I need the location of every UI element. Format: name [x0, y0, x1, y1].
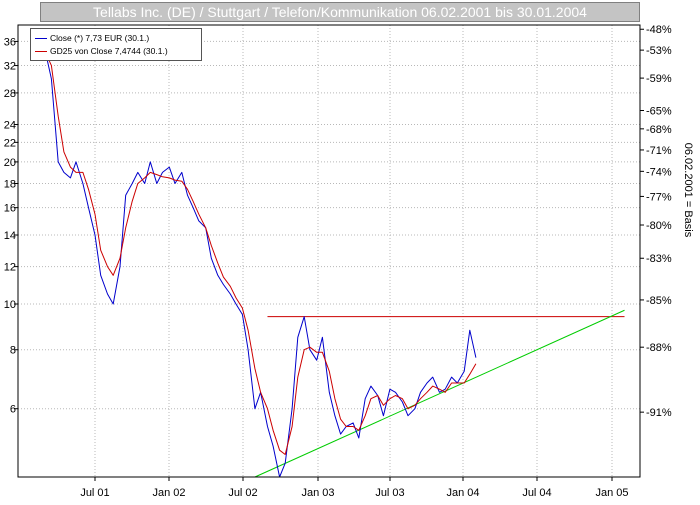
- x-tick-label: Jul 02: [228, 487, 257, 499]
- y2-tick-label: -83%: [646, 253, 672, 265]
- chart-title: Tellabs Inc. (DE) / Stuttgart / Telefon/…: [93, 4, 587, 20]
- x-tick-label: Jan 03: [301, 487, 334, 499]
- y-tick-label: 16: [4, 203, 16, 215]
- y2-tick-label: -68%: [646, 124, 672, 136]
- y-axis-right: -48% -53% -59% -65% -68% -71% -74% -77% -80% -83%…: [640, 24, 672, 419]
- plot-frame: [17, 24, 641, 478]
- y-tick-label: 28: [4, 88, 16, 100]
- legend-swatch-close: [35, 38, 47, 40]
- y-tick-label: 24: [4, 120, 16, 132]
- x-tick-label: Jul 04: [522, 487, 551, 499]
- y-tick-label: 10: [4, 299, 16, 311]
- y-tick-label: 22: [4, 137, 16, 149]
- y-tick-label: 12: [4, 262, 16, 274]
- y2-axis-label: 06.02.2001 = Basis: [682, 142, 694, 238]
- support-trendline: [254, 309, 625, 478]
- y-tick-label: 32: [4, 61, 16, 73]
- x-tick-label: Jan 02: [152, 487, 185, 499]
- chart-title-box: Tellabs Inc. (DE) / Stuttgart / Telefon/…: [40, 2, 640, 22]
- y-axis-left: 6 8 10 12 14 16 18 20 22 24 28 32 36: [4, 36, 18, 416]
- y-tick-label: 36: [4, 36, 16, 48]
- y-tick-label: 18: [4, 178, 16, 190]
- series-close-line: [35, 30, 477, 478]
- x-axis: Jul 01 Jan 02 Jul 02 Jan 03 Jul 03 Jan 04 Jul …: [80, 477, 629, 499]
- y-tick-label: 8: [10, 345, 16, 357]
- legend-item-close: Close (*) 7,73 EUR (30.1.): [35, 32, 149, 44]
- y-tick-label: 20: [4, 157, 16, 169]
- x-tick-label: Jan 05: [595, 487, 628, 499]
- x-tick-label: Jul 01: [80, 487, 109, 499]
- y2-tick-label: -48%: [646, 24, 672, 36]
- y2-tick-label: -71%: [646, 145, 672, 157]
- y2-tick-label: -65%: [646, 105, 672, 117]
- y2-tick-label: -77%: [646, 191, 672, 203]
- y-tick-label: 14: [4, 230, 16, 242]
- legend-label-gd25: GD25 von Close 7,4744 (30.1.): [50, 46, 168, 56]
- y2-tick-label: -85%: [646, 295, 672, 307]
- annotations: [254, 309, 625, 478]
- legend-label-close: Close (*) 7,73 EUR (30.1.): [50, 33, 150, 43]
- x-tick-label: Jul 03: [375, 487, 404, 499]
- series-lines: [35, 30, 477, 478]
- legend-item-gd25: GD25 von Close 7,4744 (30.1.): [35, 45, 168, 57]
- y2-tick-label: -74%: [646, 166, 672, 178]
- grid: [18, 25, 640, 477]
- y2-tick-label: -80%: [646, 220, 672, 232]
- legend: Close (*) 7,73 EUR (30.1.) GD25 von Clos…: [30, 28, 202, 61]
- legend-swatch-gd25: [35, 51, 47, 53]
- x-tick-label: Jan 04: [446, 487, 479, 499]
- series-gd25-line: [35, 35, 477, 455]
- y-tick-label: 6: [10, 404, 16, 416]
- y2-tick-label: -59%: [646, 73, 672, 85]
- y2-tick-label: -91%: [646, 407, 672, 419]
- y2-tick-label: -53%: [646, 45, 672, 57]
- y2-tick-label: -88%: [646, 342, 672, 354]
